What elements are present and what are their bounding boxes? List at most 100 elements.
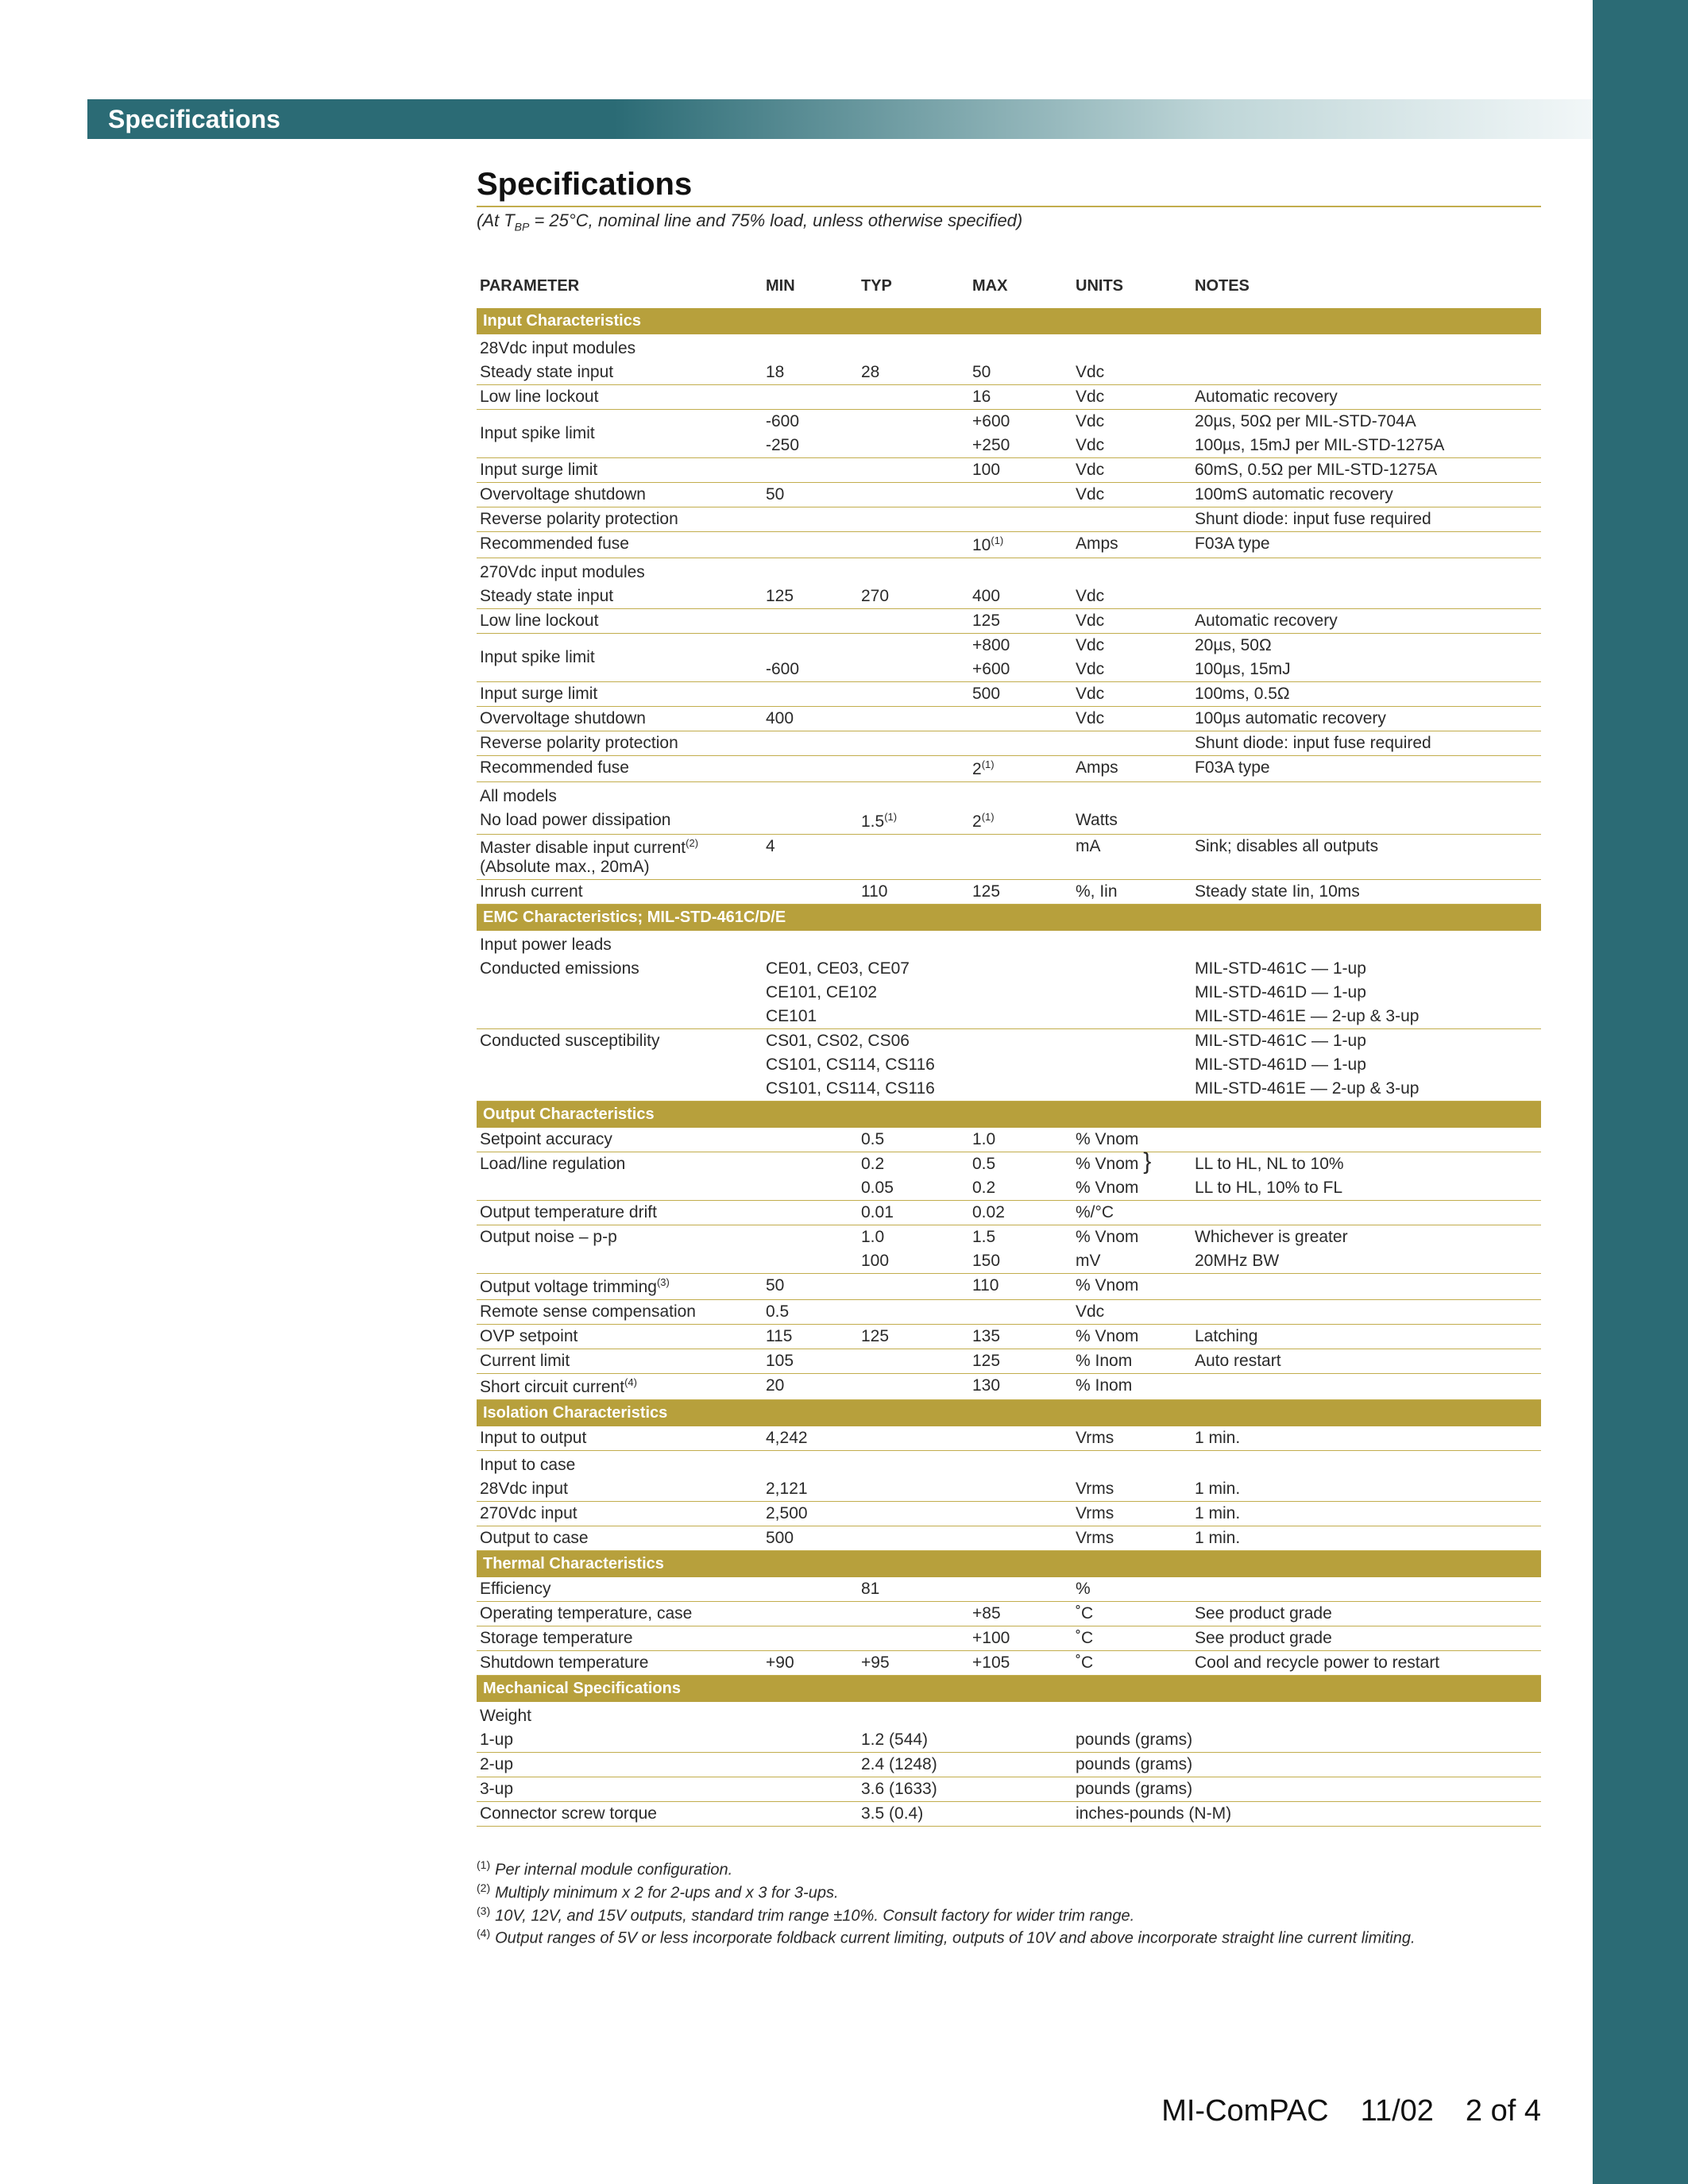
cell: +250 (969, 434, 1072, 458)
cell: 0.5 (763, 1300, 858, 1325)
cell: 1.5(1) (858, 808, 969, 835)
cell: % (1072, 1577, 1192, 1602)
cell: MIL-STD-461C — 1-up (1192, 1029, 1541, 1054)
cell: LL to HL, NL to 10% (1192, 1152, 1541, 1177)
cell: CS101, CS114, CS116 (763, 1077, 1192, 1102)
table-row: Recommended fuse10(1)AmpsF03A type (477, 532, 1541, 558)
table-row: Setpoint accuracy0.51.0% Vnom (477, 1128, 1541, 1152)
cell: 1 min. (1192, 1502, 1541, 1526)
cell: 28Vdc input (477, 1477, 763, 1502)
table-row: Storage temperature+100˚CSee product gra… (477, 1626, 1541, 1651)
cell: 1 min. (1192, 1477, 1541, 1502)
cell: Input surge limit (477, 682, 763, 707)
cell: Overvoltage shutdown (477, 707, 763, 731)
cell: %, Iin (1072, 880, 1192, 905)
cell: Whichever is greater (1192, 1225, 1541, 1250)
subtitle: (At TBP = 25°C, nominal line and 75% loa… (477, 206, 1541, 233)
group-itc-label: Input to case (477, 1451, 1541, 1478)
cell: Remote sense compensation (477, 1300, 763, 1325)
cell: Watts (1072, 808, 1192, 835)
cell: CE101 (763, 1005, 1192, 1029)
footnote-4: (4)Output ranges of 5V or less incorpora… (477, 1927, 1541, 1948)
right-accent-bar (1593, 0, 1688, 2184)
table-row: CE101MIL-STD-461E — 2-up & 3-up (477, 1005, 1541, 1029)
table-row: 100150mV20MHz BW (477, 1249, 1541, 1274)
cell: 1-up (477, 1728, 763, 1753)
subtitle-rest: = 25°C, nominal line and 75% load, unles… (529, 210, 1022, 230)
cell: Vdc (1072, 658, 1192, 682)
cell: LL to HL, 10% to FL (1192, 1176, 1541, 1201)
cell: Output noise – p-p (477, 1225, 763, 1250)
cell: Vdc (1072, 1300, 1192, 1325)
cell: 0.05 (858, 1176, 969, 1201)
cell: Vdc (1072, 385, 1192, 410)
cell: Amps (1072, 756, 1192, 782)
cell: 270Vdc input (477, 1502, 763, 1526)
cell: +105 (969, 1651, 1072, 1676)
cell: Vdc (1072, 682, 1192, 707)
cell: 270 (858, 585, 969, 609)
cell: Vdc (1072, 609, 1192, 634)
cell: Low line lockout (477, 609, 763, 634)
footnote-1: (1)Per internal module configuration. (477, 1858, 1541, 1880)
cell: 400 (763, 707, 858, 731)
table-row: CE101, CE102MIL-STD-461D — 1-up (477, 981, 1541, 1005)
cell: 0.2 (858, 1152, 969, 1177)
cell: 125 (969, 1349, 1072, 1374)
cell: 125 (763, 585, 858, 609)
cell: 16 (969, 385, 1072, 410)
cell: CE01, CE03, CE07 (763, 957, 1192, 981)
cell: Current limit (477, 1349, 763, 1374)
section-isolation-label: Isolation Characteristics (477, 1400, 1541, 1427)
cell: % Vnom (1072, 1225, 1192, 1250)
cell: +800 (969, 634, 1072, 658)
table-row: Input spike limit+800Vdc20µs, 50Ω (477, 634, 1541, 658)
group-ipl-label: Input power leads (477, 931, 1541, 957)
cell: Connector screw torque (477, 1802, 763, 1827)
table-row: Input surge limit500Vdc100ms, 0.5Ω (477, 682, 1541, 707)
cell: 400 (969, 585, 1072, 609)
cell: 28 (858, 361, 969, 385)
cell: Input to output (477, 1426, 763, 1451)
section-input-label: Input Characteristics (477, 308, 1541, 334)
table-row: Recommended fuse2(1)AmpsF03A type (477, 756, 1541, 782)
cell: 20µs, 50Ω (1192, 634, 1541, 658)
cell: Vdc (1072, 458, 1192, 483)
table-row: Efficiency81% (477, 1577, 1541, 1602)
table-row: Load/line regulation0.20.5% Vnom }LL to … (477, 1152, 1541, 1177)
cell: 2,121 (763, 1477, 858, 1502)
cell: MIL-STD-461E — 2-up & 3-up (1192, 1077, 1541, 1102)
section-output-label: Output Characteristics (477, 1102, 1541, 1129)
cell: 1.5 (969, 1225, 1072, 1250)
cell: pounds (grams) (1072, 1777, 1541, 1802)
cell: +600 (969, 658, 1072, 682)
table-row: Overvoltage shutdown400Vdc100µs automati… (477, 707, 1541, 731)
cell: 0.5 (969, 1152, 1072, 1177)
cell: See product grade (1192, 1626, 1541, 1651)
cell: 1 min. (1192, 1526, 1541, 1551)
cell: F03A type (1192, 756, 1541, 782)
cell: 1 min. (1192, 1426, 1541, 1451)
section-mech: Mechanical Specifications (477, 1676, 1541, 1703)
header-band: Specifications (87, 99, 1593, 139)
group-28vdc: 28Vdc input modules (477, 334, 1541, 361)
group-itc: Input to case (477, 1451, 1541, 1478)
cell: +100 (969, 1626, 1072, 1651)
section-output: Output Characteristics (477, 1102, 1541, 1129)
cell: Storage temperature (477, 1626, 763, 1651)
col-units: UNITS (1072, 272, 1192, 308)
subtitle-prefix: (At T (477, 210, 515, 230)
cell: Inrush current (477, 880, 763, 905)
table-row: Input spike limit-600+600Vdc20µs, 50Ω pe… (477, 410, 1541, 434)
cell: Overvoltage shutdown (477, 483, 763, 507)
cell: +95 (858, 1651, 969, 1676)
cell: Reverse polarity protection (477, 731, 763, 756)
cell (1192, 361, 1541, 385)
cell: inches-pounds (N-M) (1072, 1802, 1541, 1827)
cell: Vdc (1072, 585, 1192, 609)
table-row: Steady state input182850Vdc (477, 361, 1541, 385)
cell: MIL-STD-461E — 2-up & 3-up (1192, 1005, 1541, 1029)
cell: +600 (969, 410, 1072, 434)
table-row: 0.050.2% VnomLL to HL, 10% to FL (477, 1176, 1541, 1201)
table-row: Master disable input current(2)(Absolute… (477, 835, 1541, 880)
